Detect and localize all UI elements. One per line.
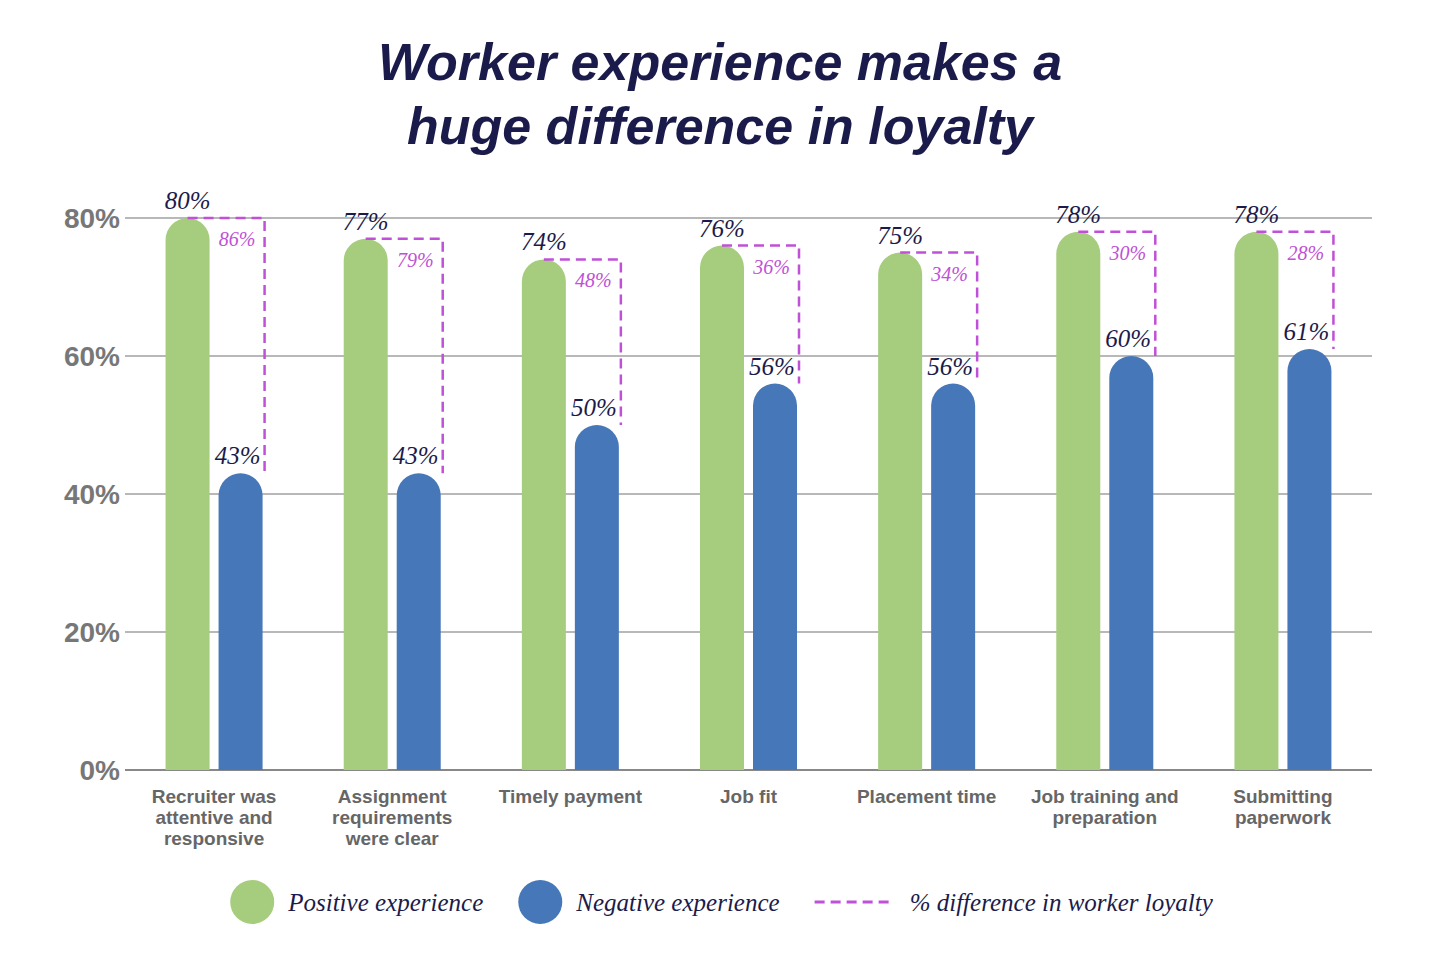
legend-label: % difference in worker loyalty	[910, 889, 1214, 916]
title-line: Worker experience makes a	[378, 33, 1062, 91]
grid-line	[125, 769, 1372, 771]
chart: Worker experience makes a huge difference…	[0, 0, 1440, 956]
data-label: 75%	[877, 222, 923, 249]
bar	[397, 473, 441, 770]
x-tick-line: Timely payment	[499, 786, 643, 807]
bar	[166, 218, 210, 770]
grid-line	[125, 493, 1372, 495]
x-tick-label: Job fit	[720, 786, 778, 807]
bar	[1234, 232, 1278, 770]
x-tick-line: requirements	[332, 807, 452, 828]
data-label: 78%	[1055, 201, 1101, 228]
legend-label: Positive experience	[287, 889, 483, 916]
title: Worker experience makes a huge difference…	[378, 33, 1062, 155]
x-tick-line: preparation	[1053, 807, 1158, 828]
difference-label: 30%	[1108, 242, 1146, 264]
bar	[344, 239, 388, 770]
data-label: 74%	[521, 228, 567, 255]
x-tick-label: Placement time	[857, 786, 996, 807]
y-tick-label: 0%	[80, 755, 121, 786]
difference-bracket	[722, 246, 799, 384]
bar	[575, 425, 619, 770]
data-label: 43%	[215, 442, 261, 469]
x-tick-line: Job fit	[720, 786, 778, 807]
x-tick-label: Timely payment	[499, 786, 643, 807]
legend: Positive experience Negative experience % …	[230, 880, 1213, 924]
y-tick-label: 60%	[64, 341, 120, 372]
difference-label: 36%	[752, 256, 790, 278]
grid-line	[125, 217, 1372, 219]
bar	[219, 473, 263, 770]
y-tick-label: 20%	[64, 617, 120, 648]
difference-bracket	[188, 218, 265, 473]
y-tick-label: 40%	[64, 479, 120, 510]
difference-label: 48%	[575, 269, 612, 291]
x-tick-line: Job training and	[1031, 786, 1179, 807]
grid-line	[125, 631, 1372, 633]
x-tick-line: responsive	[164, 828, 264, 849]
bars	[166, 218, 1332, 770]
x-tick-line: attentive and	[155, 807, 272, 828]
bar	[522, 259, 566, 770]
data-label: 50%	[571, 394, 617, 421]
x-axis-line	[125, 769, 1372, 771]
difference-label: 28%	[1288, 242, 1325, 264]
bar	[931, 384, 975, 770]
data-label: 56%	[749, 353, 795, 380]
difference-bracket	[1078, 232, 1155, 356]
x-tick-label: Recruiter wasattentive andresponsive	[152, 786, 277, 849]
title-line: huge difference in loyalty	[407, 97, 1036, 155]
data-label: 78%	[1234, 201, 1280, 228]
legend-label: Negative experience	[575, 889, 779, 916]
bar	[1109, 356, 1153, 770]
x-tick-line: Assignment	[338, 786, 447, 807]
data-label: 77%	[343, 208, 389, 235]
legend-swatch	[815, 901, 895, 904]
x-tick-label: Job training andpreparation	[1031, 786, 1179, 828]
bar	[1287, 349, 1331, 770]
data-label: 80%	[165, 187, 211, 214]
difference-label: 79%	[397, 249, 434, 271]
bar	[1056, 232, 1100, 770]
bar	[753, 384, 797, 770]
x-tick-line: Submitting	[1233, 786, 1332, 807]
data-label: 43%	[393, 442, 439, 469]
difference-bracket	[366, 239, 443, 474]
data-label: 56%	[927, 353, 973, 380]
data-label: 76%	[699, 215, 745, 242]
difference-label: 86%	[219, 228, 256, 250]
legend-swatch	[518, 880, 562, 924]
x-tick-label: Submittingpaperwork	[1233, 786, 1332, 828]
data-label: 60%	[1105, 325, 1151, 352]
difference-bracket	[1256, 232, 1333, 349]
x-tick-label: Assignmentrequirementswere clear	[332, 786, 452, 849]
x-tick-line: paperwork	[1235, 807, 1332, 828]
bar	[878, 253, 922, 771]
difference-bracket	[900, 253, 977, 384]
difference-bracket	[544, 259, 621, 425]
bar	[700, 246, 744, 770]
x-tick-line: Placement time	[857, 786, 996, 807]
legend-swatch	[230, 880, 274, 924]
difference-label: 34%	[930, 263, 968, 285]
y-tick-label: 80%	[64, 203, 120, 234]
x-tick-line: were clear	[345, 828, 440, 849]
data-label: 61%	[1284, 318, 1330, 345]
x-tick-line: Recruiter was	[152, 786, 277, 807]
